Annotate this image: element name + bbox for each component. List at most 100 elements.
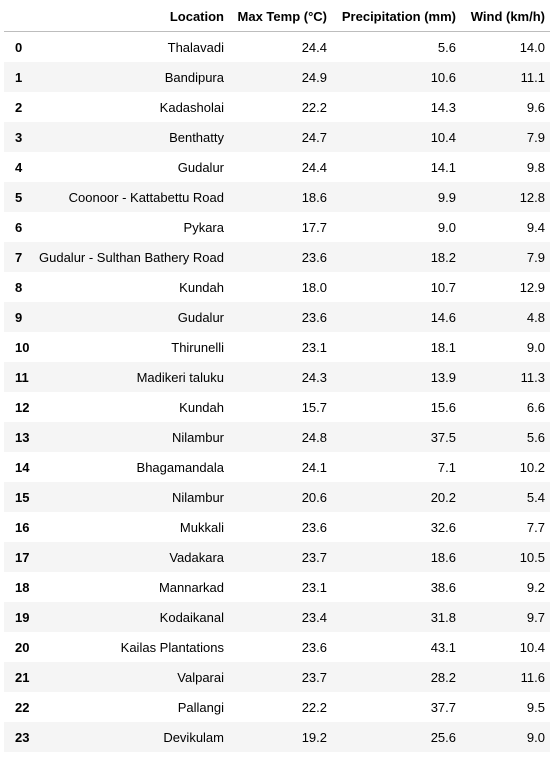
max-temp-cell: 24.1 bbox=[301, 459, 327, 475]
precipitation-cell: 37.5 bbox=[430, 429, 456, 445]
wind-cell: 14.0 bbox=[519, 39, 545, 55]
wind-cell: 9.4 bbox=[526, 219, 545, 235]
index-column-header bbox=[4, 2, 33, 32]
row-index: 22 bbox=[15, 699, 30, 715]
table-row: 22 Pallangi 22.2 37.7 9.5 bbox=[4, 692, 550, 722]
row-index: 10 bbox=[15, 339, 30, 355]
table-row: 14 Bhagamandala 24.1 7.1 10.2 bbox=[4, 452, 550, 482]
row-index: 0 bbox=[15, 39, 23, 55]
max-temp-cell: 23.1 bbox=[301, 339, 327, 355]
max-temp-cell: 19.2 bbox=[301, 729, 327, 745]
location-column-header: Location bbox=[33, 2, 229, 32]
table-row: 12 Kundah 15.7 15.6 6.6 bbox=[4, 392, 550, 422]
max-temp-cell: 24.8 bbox=[301, 429, 327, 445]
location-cell: Gudalur bbox=[177, 309, 224, 325]
table-row: 7 Gudalur - Sulthan Bathery Road 23.6 18… bbox=[4, 242, 550, 272]
table-row: 16 Mukkali 23.6 32.6 7.7 bbox=[4, 512, 550, 542]
table-row: 3 Benthatty 24.7 10.4 7.9 bbox=[4, 122, 550, 152]
row-index: 16 bbox=[15, 519, 30, 535]
max-temp-cell: 18.0 bbox=[301, 279, 327, 295]
max-temp-cell: 17.7 bbox=[301, 219, 327, 235]
wind-cell: 7.9 bbox=[526, 129, 545, 145]
table-row: 17 Vadakara 23.7 18.6 10.5 bbox=[4, 542, 550, 572]
max-temp-cell: 22.2 bbox=[301, 99, 327, 115]
table-row: 23 Devikulam 19.2 25.6 9.0 bbox=[4, 722, 550, 752]
location-cell: Pykara bbox=[183, 219, 224, 235]
precipitation-column-header: Precipitation (mm) bbox=[332, 2, 461, 32]
location-cell: Thalavadi bbox=[167, 39, 224, 55]
max-temp-cell: 23.6 bbox=[301, 519, 327, 535]
precipitation-cell: 14.1 bbox=[430, 159, 456, 175]
location-cell: Vadakara bbox=[169, 549, 224, 565]
table-row: 21 Valparai 23.7 28.2 11.6 bbox=[4, 662, 550, 692]
max-temp-cell: 18.6 bbox=[301, 189, 327, 205]
wind-cell: 12.8 bbox=[519, 189, 545, 205]
wind-cell: 11.3 bbox=[520, 369, 545, 385]
row-index: 15 bbox=[15, 489, 30, 505]
max-temp-cell: 23.6 bbox=[301, 249, 327, 265]
precipitation-cell: 32.6 bbox=[430, 519, 456, 535]
precipitation-cell: 7.1 bbox=[437, 459, 456, 475]
row-index: 21 bbox=[15, 669, 30, 685]
precipitation-cell: 5.6 bbox=[437, 39, 456, 55]
location-cell: Bandipura bbox=[164, 69, 224, 85]
wind-cell: 9.8 bbox=[526, 159, 545, 175]
max-temp-cell: 24.3 bbox=[301, 369, 327, 385]
precipitation-cell: 18.6 bbox=[430, 549, 456, 565]
location-cell: Nilambur bbox=[171, 489, 224, 505]
wind-cell: 5.4 bbox=[526, 489, 545, 505]
table-body: 0 Thalavadi 24.4 5.6 14.0 1 Bandipura 24… bbox=[4, 32, 550, 752]
location-cell: Mukkali bbox=[179, 519, 224, 535]
precipitation-cell: 28.2 bbox=[430, 669, 456, 685]
location-cell: Thirunelli bbox=[171, 339, 224, 355]
row-index: 2 bbox=[15, 99, 23, 115]
row-index: 9 bbox=[15, 309, 23, 325]
location-cell: Kodaikanal bbox=[159, 609, 224, 625]
row-index: 12 bbox=[15, 399, 30, 415]
wind-cell: 7.9 bbox=[526, 249, 545, 265]
precipitation-cell: 31.8 bbox=[430, 609, 456, 625]
max-temp-cell: 24.9 bbox=[301, 69, 327, 85]
table-row: 1 Bandipura 24.9 10.6 11.1 bbox=[4, 62, 550, 92]
location-cell: Kundah bbox=[179, 399, 224, 415]
wind-cell: 10.4 bbox=[519, 639, 545, 655]
precipitation-cell: 37.7 bbox=[430, 699, 456, 715]
row-index: 19 bbox=[15, 609, 30, 625]
wind-cell: 9.0 bbox=[526, 729, 545, 745]
location-cell: Benthatty bbox=[169, 129, 224, 145]
wind-cell: 9.7 bbox=[526, 609, 545, 625]
max-temp-cell: 24.4 bbox=[301, 39, 327, 55]
max-temp-cell: 23.4 bbox=[301, 609, 327, 625]
wind-cell: 6.6 bbox=[526, 399, 545, 415]
table-header: Location Max Temp (°C) Precipitation (mm… bbox=[4, 2, 550, 32]
row-index: 5 bbox=[15, 189, 23, 205]
location-cell: Valparai bbox=[177, 669, 224, 685]
max-temp-cell: 24.7 bbox=[301, 129, 327, 145]
row-index: 13 bbox=[15, 429, 30, 445]
table-row: 8 Kundah 18.0 10.7 12.9 bbox=[4, 272, 550, 302]
max-temp-cell: 22.2 bbox=[301, 699, 327, 715]
max-temp-cell: 24.4 bbox=[301, 159, 327, 175]
location-cell: Gudalur - Sulthan Bathery Road bbox=[39, 249, 224, 265]
max-temp-cell: 23.6 bbox=[301, 639, 327, 655]
row-index: 20 bbox=[15, 639, 30, 655]
precipitation-cell: 10.4 bbox=[430, 129, 456, 145]
row-index: 3 bbox=[15, 129, 23, 145]
wind-cell: 10.2 bbox=[519, 459, 545, 475]
max-temp-cell: 23.6 bbox=[301, 309, 327, 325]
wind-cell: 9.5 bbox=[526, 699, 545, 715]
table-row: 15 Nilambur 20.6 20.2 5.4 bbox=[4, 482, 550, 512]
location-cell: Pallangi bbox=[177, 699, 224, 715]
row-index: 18 bbox=[15, 579, 30, 595]
row-index: 1 bbox=[15, 69, 23, 85]
location-cell: Coonoor - Kattabettu Road bbox=[68, 189, 224, 205]
location-cell: Kundah bbox=[179, 279, 224, 295]
location-cell: Devikulam bbox=[163, 729, 224, 745]
table-row: 18 Mannarkad 23.1 38.6 9.2 bbox=[4, 572, 550, 602]
precipitation-cell: 9.9 bbox=[437, 189, 456, 205]
row-index: 6 bbox=[15, 219, 23, 235]
precipitation-cell: 25.6 bbox=[430, 729, 456, 745]
wind-cell: 7.7 bbox=[526, 519, 545, 535]
location-cell: Kailas Plantations bbox=[120, 639, 224, 655]
wind-column-header: Wind (km/h) bbox=[461, 2, 550, 32]
